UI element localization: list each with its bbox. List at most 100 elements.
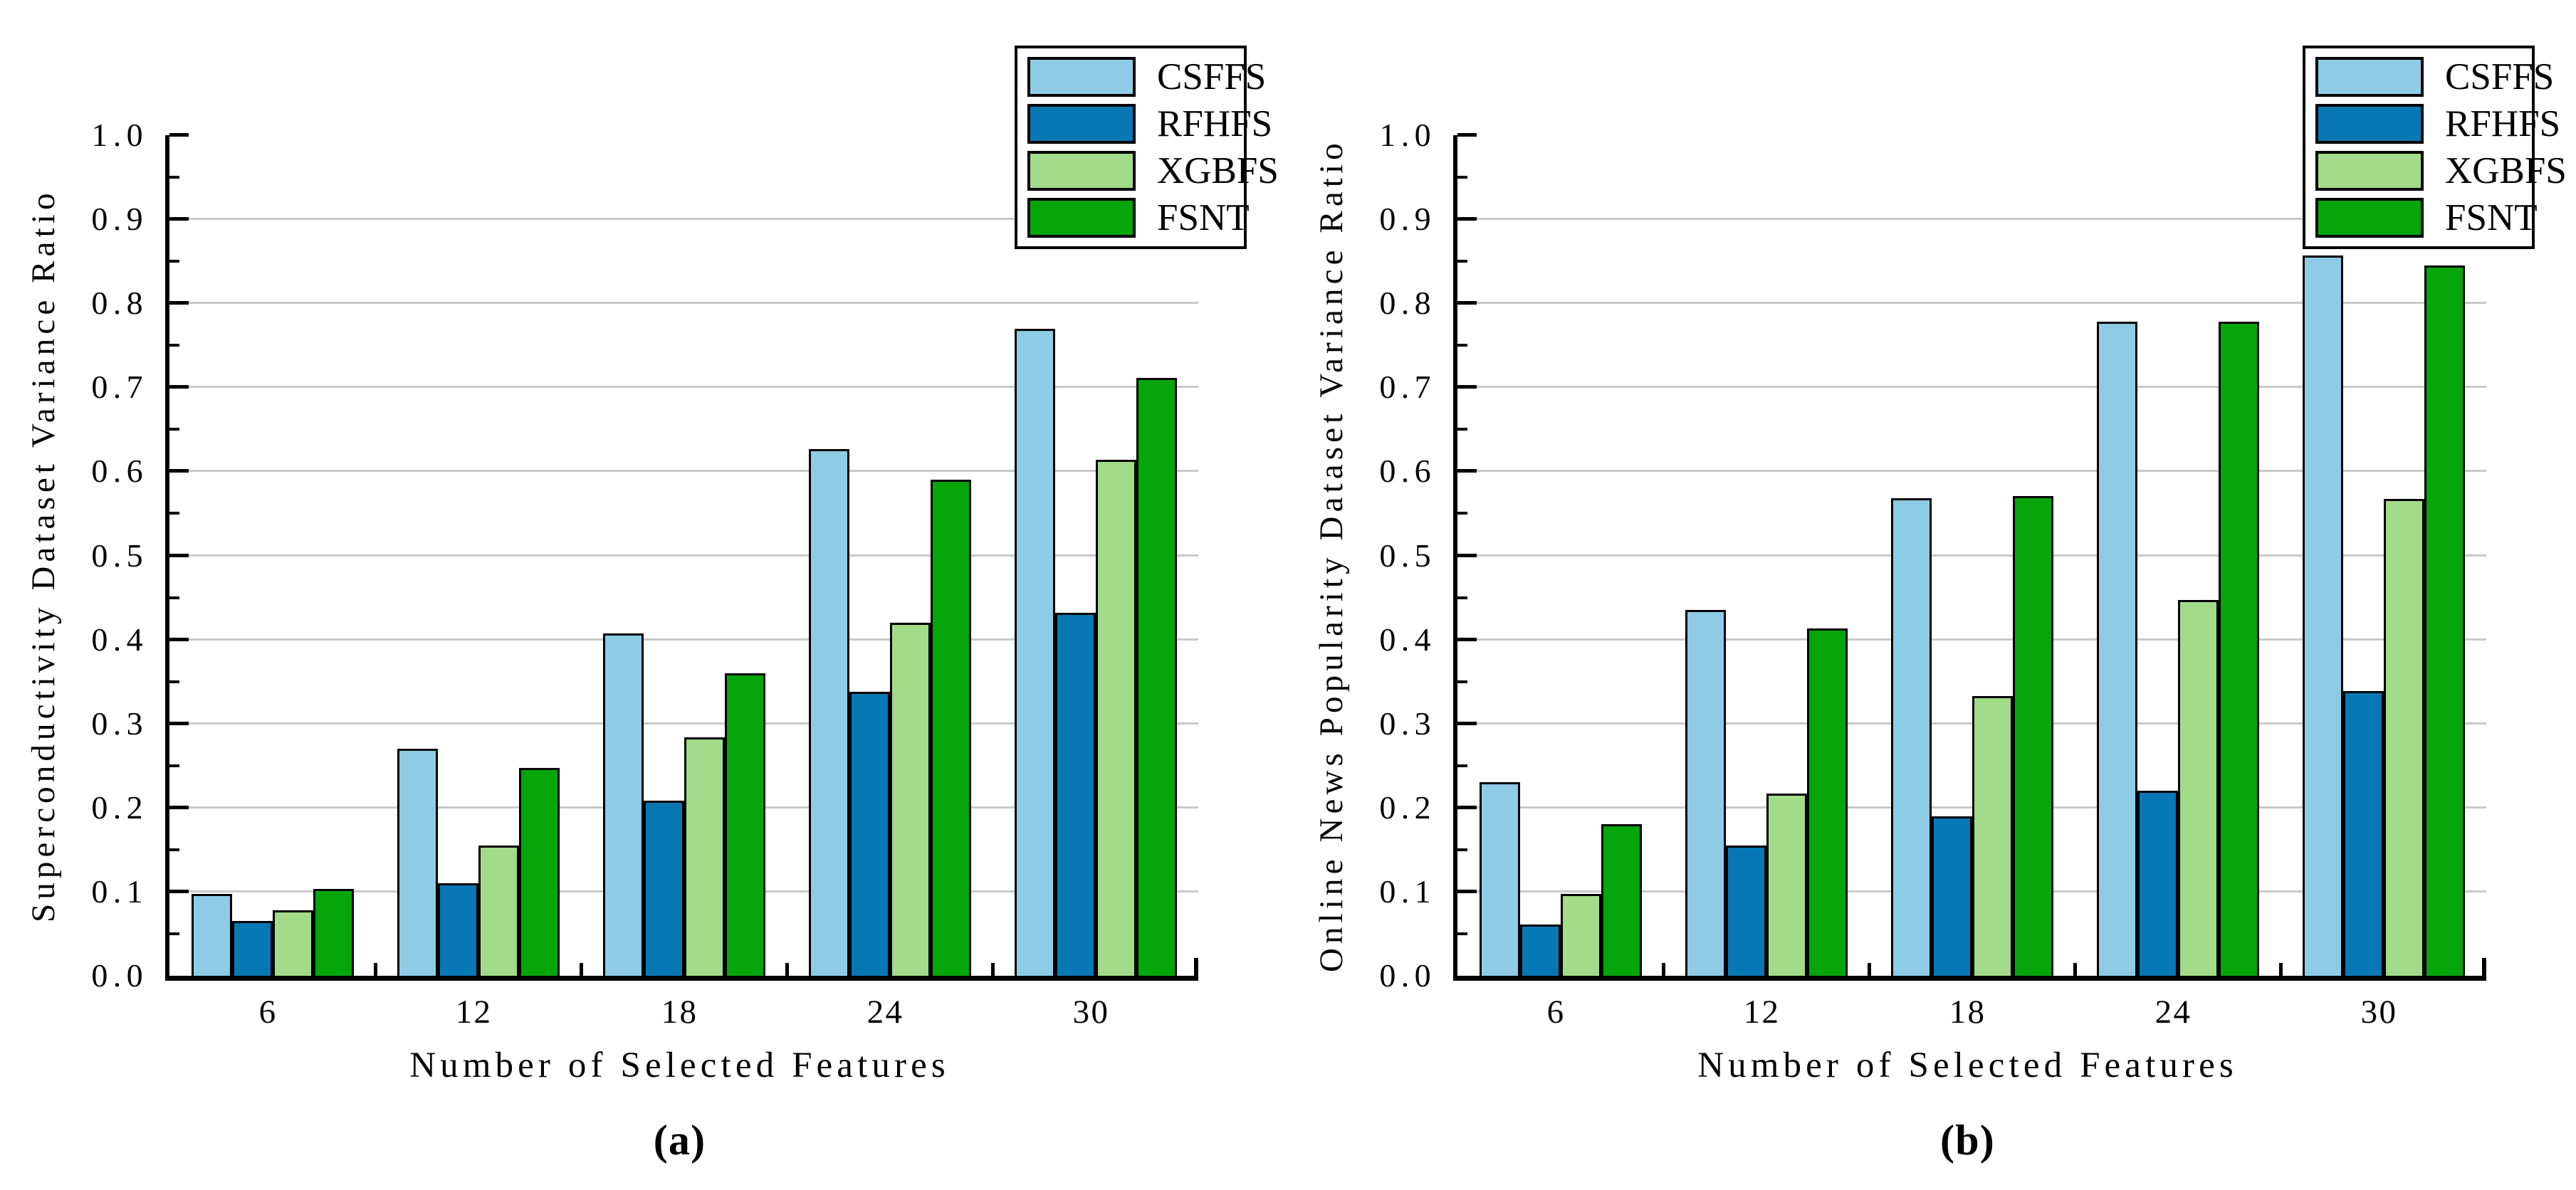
x-boundary-tick <box>2073 963 2077 976</box>
legend-row: CSFFS <box>2315 57 2554 97</box>
bar-csffs <box>1890 498 1932 976</box>
gridline <box>1457 470 2486 473</box>
legend: CSFFS RFHFS XGBFS FSNT <box>1015 46 1279 249</box>
y-major-tick <box>1457 133 1477 137</box>
y-minor-tick <box>169 680 179 683</box>
y-major-tick <box>169 217 189 221</box>
y-major-tick <box>169 301 189 305</box>
y-tick-label: 0.6 <box>1379 453 1436 490</box>
bar-xgbfs <box>684 737 725 976</box>
y-tick-label: 0.3 <box>91 705 148 742</box>
x-tick-label: 6 <box>258 994 278 1031</box>
gridline <box>169 638 1198 641</box>
bar-groups <box>169 135 1198 976</box>
bar-fsnt <box>1601 824 1642 976</box>
y-minor-tick <box>1457 848 1467 851</box>
panel-caption: (b) <box>1940 1117 1995 1164</box>
legend-swatch-fsnt <box>1027 198 1136 238</box>
bar-csffs <box>602 633 644 976</box>
bar-csffs <box>2302 255 2343 976</box>
y-minor-tick <box>169 344 179 347</box>
bar-xgbfs <box>1766 793 1807 976</box>
legend-row: CSFFS <box>1027 57 1266 97</box>
gridline <box>1457 638 2486 641</box>
y-major-tick <box>169 637 189 641</box>
bar-rfhfs <box>643 801 684 976</box>
y-tick-label: 0.5 <box>1379 537 1436 574</box>
x-tick-label: 6 <box>1546 994 1566 1031</box>
y-minor-tick <box>1457 428 1467 431</box>
x-boundary-tick <box>1868 963 1871 976</box>
y-major-tick <box>1457 217 1477 221</box>
y-tick-label: 0.6 <box>91 453 148 490</box>
bar-xgbfs <box>272 910 313 976</box>
plot-area: 0.0 0.1 0.2 0.3 0.4 0.5 0.6 0.7 0.8 0.9 1.0 <box>1379 119 2486 992</box>
bar-csffs <box>397 749 438 976</box>
y-tick-label: 0.1 <box>91 873 148 910</box>
y-major-tick <box>1457 889 1477 893</box>
x-tick-label: 12 <box>455 994 493 1031</box>
y-major-tick <box>169 889 189 893</box>
y-major-tick <box>169 385 189 389</box>
legend-label: FSNT <box>2445 196 2538 238</box>
legend-swatch-csffs <box>1027 57 1136 97</box>
x-tick-labels: 6 12 18 24 30 <box>1453 993 2482 1031</box>
bar-xgbfs <box>2177 600 2219 976</box>
y-tick-label: 0.4 <box>91 621 148 658</box>
bar-csffs <box>2096 322 2137 976</box>
gridline <box>169 302 1198 305</box>
y-tick-label: 1.0 <box>1379 117 1436 153</box>
bar-group <box>2281 135 2486 976</box>
y-minor-tick <box>1457 596 1467 599</box>
y-minor-tick <box>1457 764 1467 767</box>
y-tick-label: 0.9 <box>1379 201 1436 238</box>
x-tick-label: 30 <box>1072 994 1110 1031</box>
y-minor-tick <box>169 260 179 263</box>
y-tick-label: 0.4 <box>1379 621 1436 658</box>
gridline <box>169 218 1198 221</box>
bar-fsnt <box>2424 265 2465 976</box>
x-boundary-tick <box>2279 963 2283 976</box>
y-minor-tick <box>169 176 179 179</box>
panel-caption: (a) <box>653 1117 706 1164</box>
legend-swatch-rfhfs <box>2315 104 2424 144</box>
legend-row: XGBFS <box>1027 151 1279 191</box>
x-boundary-tick <box>1662 963 1665 976</box>
y-major-tick <box>169 133 189 137</box>
y-minor-tick <box>169 764 179 767</box>
y-minor-tick <box>1457 512 1467 515</box>
bar-rfhfs <box>1519 924 1561 976</box>
bar-rfhfs <box>2137 791 2178 976</box>
x-tick-label: 24 <box>866 994 904 1031</box>
y-tick-label: 0.8 <box>1379 285 1436 322</box>
x-tick-label: 18 <box>1949 994 1986 1031</box>
legend-swatch-rfhfs <box>1027 104 1136 144</box>
x-boundary-tick <box>785 963 789 976</box>
bar-fsnt <box>518 768 560 976</box>
bar-csffs <box>808 448 849 976</box>
x-tick-label: 30 <box>2360 994 2398 1031</box>
y-major-tick <box>1457 721 1477 725</box>
y-minor-tick <box>169 932 179 935</box>
y-major-tick <box>1457 469 1477 473</box>
y-tick-label: 0.2 <box>91 789 148 826</box>
y-tick-label: 0.0 <box>1379 957 1436 994</box>
legend-row: FSNT <box>2315 198 2538 238</box>
legend-row: FSNT <box>1027 198 1250 238</box>
bar-xgbfs <box>2383 499 2424 976</box>
y-major-tick <box>1457 805 1477 809</box>
bar-rfhfs <box>231 921 273 976</box>
gridline <box>169 470 1198 473</box>
x-boundary-tick <box>374 963 377 976</box>
bar-csffs <box>1479 782 1520 976</box>
y-tick-label: 0.8 <box>91 285 148 322</box>
bar-rfhfs <box>1931 816 1972 976</box>
bar-csffs <box>1685 610 1726 976</box>
x-boundary-tick <box>580 963 583 976</box>
bar-fsnt <box>1806 628 1848 976</box>
bar-group <box>1869 135 2075 976</box>
x-axis-title: Number of Selected Features <box>1697 1046 2238 1085</box>
legend: CSFFS RFHFS XGBFS FSNT <box>2303 46 2567 249</box>
legend-swatch-xgbfs <box>1027 151 1136 191</box>
y-minor-tick <box>169 512 179 515</box>
